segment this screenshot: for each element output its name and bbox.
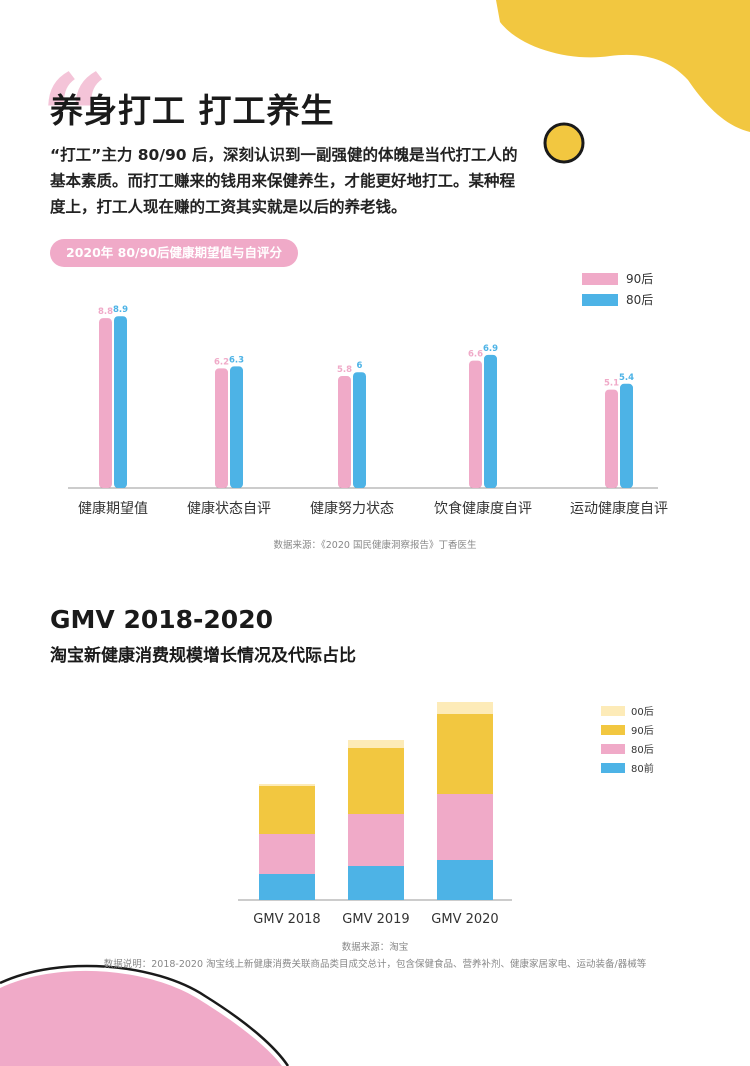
legend-label-90-stack: 90后 [631,726,654,737]
x-tick-label-gmv-2: GMV 2020 [431,912,498,927]
x-tick-label-gmv-1: GMV 2019 [342,912,409,927]
stack-segment-00-0 [259,784,315,786]
x-tick-label-gmv-0: GMV 2018 [253,912,320,927]
legend-item-80-stack: 80后 [601,741,654,756]
stack-segment-pre80-2 [437,860,493,900]
yellow-circle-outline [543,122,585,164]
data-label-90-4: 5.1 [604,379,619,389]
legend-item-pre80: 80前 [601,760,654,775]
stack-segment-80-1 [348,814,404,866]
bar-80-2 [353,372,366,488]
bar-90-2 [338,376,351,488]
legend-swatch-80 [582,293,618,306]
quote-mark-icon: “ [40,48,109,189]
data-label-80-4: 5.4 [619,373,634,383]
stack-segment-00-1 [348,740,404,748]
data-label-90-1: 6.2 [214,357,229,367]
data-label-80-3: 6.9 [483,344,498,354]
section2-title: GMV 2018-2020 [50,605,273,634]
bar-80-3 [484,354,497,488]
chart1-legend: 90后 80后 [582,270,653,308]
stack-segment-80-2 [437,794,493,860]
stack-segment-90-0 [259,786,315,834]
legend-item-80: 80后 [582,291,653,308]
x-tick-label-0: 健康期望值 [78,500,148,517]
legend-label-90: 90后 [626,272,654,286]
health-score-bar-chart: 8.8 8.9 健康期望值 6.2 6.3 健康状态自评 5.8 6 健康努力状态 6.66.9 饮… [68,305,668,517]
bar-90-0 [99,318,112,488]
legend-swatch-pre80 [601,762,625,773]
legend-item-90: 90后 [582,270,653,287]
yellow-blob-shape [496,0,750,132]
data-label-80-1: 6.3 [229,355,244,365]
legend-label-80-stack: 80后 [631,745,654,756]
x-tick-label-3: 饮食健康度自评 [434,500,532,517]
chart2-legend: 00后 90后 80后 80前 [601,703,654,775]
legend-label-pre80: 80前 [631,764,654,775]
pink-blob-outline [0,964,290,1066]
stack-segment-90-1 [348,748,404,814]
stack-segment-00-2 [437,702,493,714]
stack-segment-90-2 [437,714,493,794]
stack-segment-pre80-0 [259,874,315,900]
legend-swatch-00 [601,705,625,716]
pink-blob-shape [0,970,282,1066]
bar-90-3 [469,360,482,488]
page-title: 养身打工 打工养生 [50,91,335,130]
data-label-90-2: 5.8 [337,365,352,375]
chart1-source: 数据来源：《2020 国民健康洞察报告》丁香医生 [273,540,477,551]
legend-label-80: 80后 [626,293,654,307]
stack-segment-pre80-1 [348,866,404,900]
intro-paragraph: “打工”主力 80/90 后，深刻认识到一副强健的体魄是当代打工人的基本素质。而… [50,146,518,216]
gmv-stacked-bar-chart: GMV 2018 GMV 2019 GMV 2020 [238,702,512,927]
legend-item-00: 00后 [601,703,654,718]
x-tick-label-4: 运动健康度自评 [570,500,668,517]
bar-80-1 [230,366,243,488]
data-label-90-3: 6.6 [468,350,483,360]
data-label-80-0: 8.9 [113,305,128,315]
section2-subtitle: 淘宝新健康消费规模增长情况及代际占比 [50,646,356,666]
data-label-80-2: 6 [357,361,363,371]
bar-90-4 [605,389,618,488]
bar-90-1 [215,368,228,488]
chart1-title-badge: 2020年 80/90后健康期望值与自评分 [50,239,298,267]
legend-swatch-90-stack [601,724,625,735]
chart2-note: 数据说明：2018-2020 淘宝线上新健康消费关联商品类目成交总计，包含保健食… [103,959,647,970]
x-tick-label-2: 健康努力状态 [310,500,394,517]
legend-swatch-90 [582,272,618,285]
bar-80-0 [114,316,127,488]
stack-segment-80-0 [259,834,315,874]
bar-80-4 [620,383,633,488]
chart2-source: 数据来源：淘宝 [341,942,409,953]
data-label-90-0: 8.8 [98,307,113,317]
legend-item-90-stack: 90后 [601,722,654,737]
legend-label-00: 00后 [631,707,654,718]
x-tick-label-1: 健康状态自评 [187,500,271,517]
legend-swatch-80-stack [601,743,625,754]
